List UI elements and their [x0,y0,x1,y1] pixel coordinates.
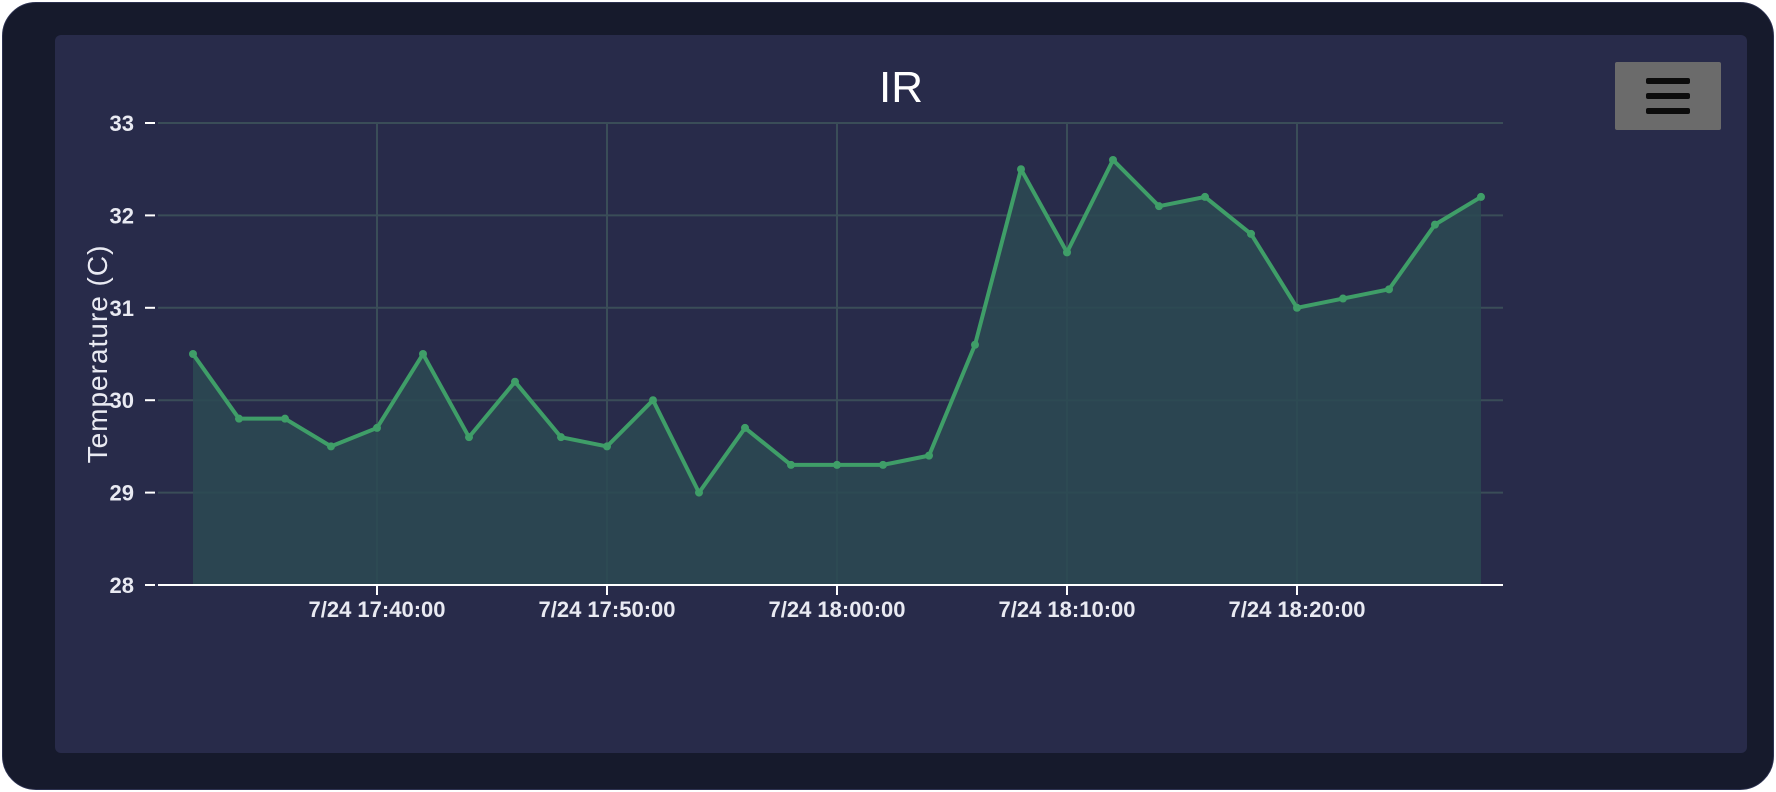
y-tick-label: 29 [110,481,134,506]
data-point [695,488,703,497]
data-point [1247,229,1255,238]
data-point [327,442,335,451]
x-tick-label: 7/24 17:50:00 [539,597,676,622]
data-point [1155,202,1163,211]
x-tick-label: 7/24 18:00:00 [769,597,906,622]
data-point [511,377,519,386]
data-point [235,414,243,423]
x-tick-label: 7/24 17:40:00 [309,597,446,622]
data-point [419,350,427,358]
y-tick-label: 30 [110,388,134,413]
data-point [1017,165,1025,174]
data-point [373,423,381,432]
data-point [1385,285,1393,294]
y-tick-labels: 28 29 30 31 32 33 [110,111,134,598]
data-point [281,414,289,423]
data-point [603,442,611,451]
hamburger-menu-icon [1646,93,1690,99]
y-tick-label: 33 [110,111,134,136]
y-tick-label: 28 [110,573,134,598]
data-point [833,460,841,469]
y-tick-label: 31 [110,296,134,321]
series-area [193,159,1481,585]
x-tick-label: 7/24 18:10:00 [999,597,1136,622]
data-point [971,340,979,349]
hamburger-menu-icon [1646,78,1690,84]
axes [145,122,1503,595]
data-point [787,460,795,469]
data-point [1201,192,1209,201]
data-point [1431,220,1439,229]
data-point [1477,192,1485,201]
data-point [649,396,657,405]
data-point [557,433,565,442]
x-tick-label: 7/24 18:20:00 [1229,597,1366,622]
x-tick-labels: 7/24 17:40:00 7/24 17:50:00 7/24 18:00:00 7… [309,597,1366,622]
chart-title: IR [879,63,923,112]
data-point [1063,248,1071,257]
data-point [1293,303,1301,312]
data-points [189,155,1485,497]
data-point [189,350,197,358]
data-point [879,460,887,469]
hamburger-menu-icon [1646,108,1690,114]
data-point [465,433,473,442]
chart-panel: 28 29 30 31 32 33 7/24 17:40:00 7/24 17:50:00 7… [55,35,1747,753]
y-axis-label: Temperature (C) [82,245,113,464]
data-point [925,451,933,460]
data-point [1109,155,1117,164]
chart-menu-button[interactable] [1615,62,1721,130]
y-tick-label: 32 [110,203,134,228]
data-point [741,423,749,432]
data-point [1339,294,1347,303]
